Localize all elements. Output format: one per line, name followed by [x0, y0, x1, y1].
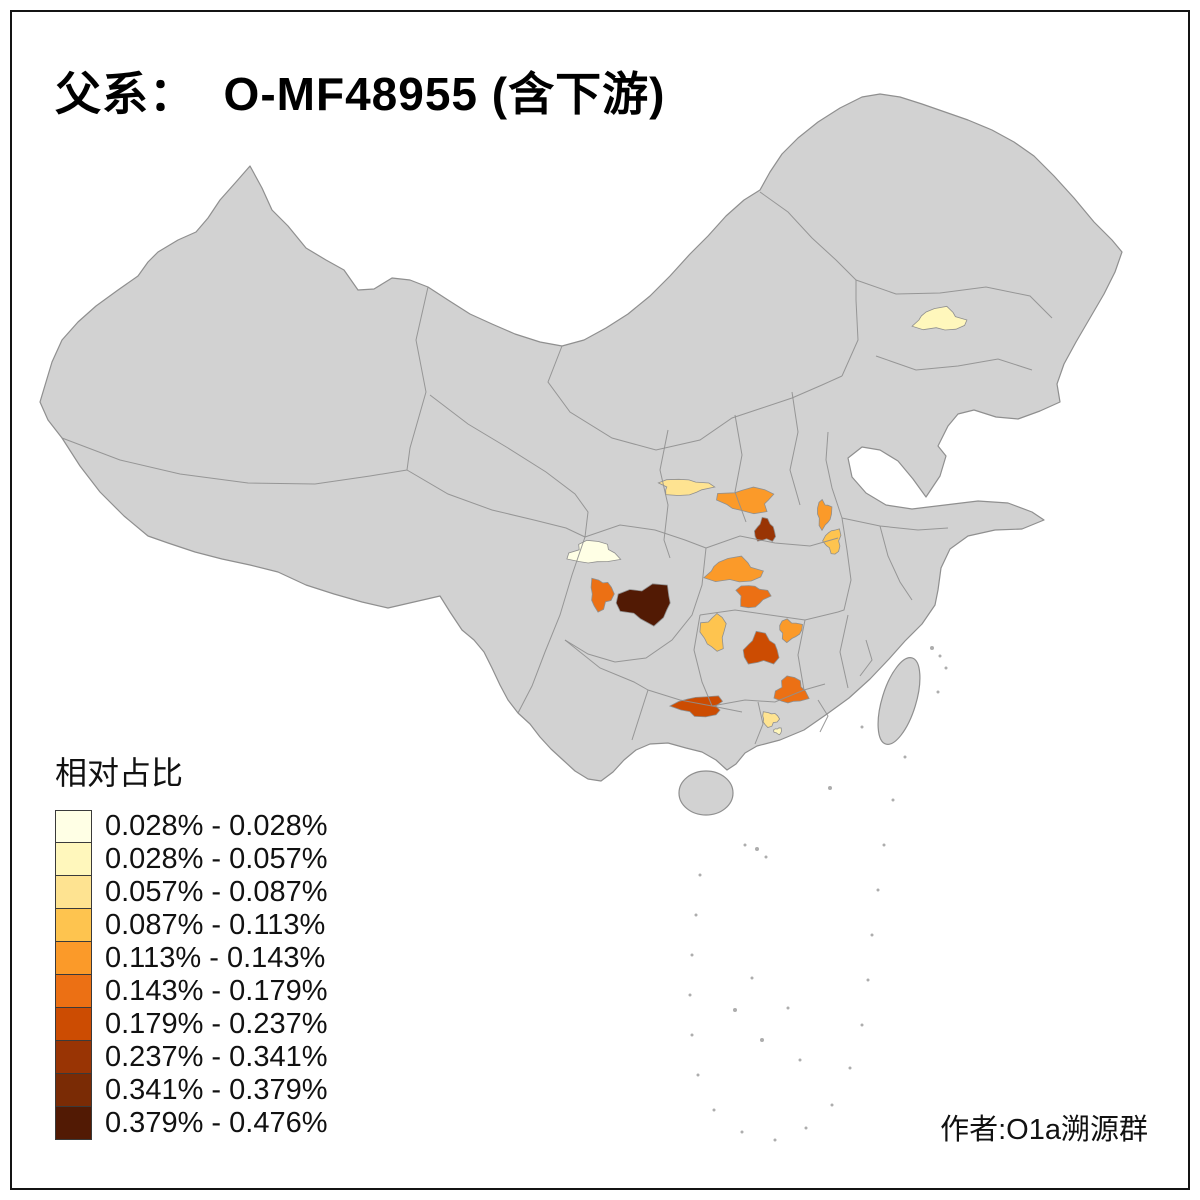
region-delta-islet [773, 727, 783, 736]
legend-swatch [55, 876, 92, 909]
region-north-guangdong [773, 675, 810, 704]
region-chengdu-plain [566, 539, 622, 564]
region-xiangyang-area [753, 516, 777, 542]
legend-item: 0.341% - 0.379% [55, 1074, 327, 1107]
legend-item: 0.057% - 0.087% [55, 876, 327, 909]
taiwan-island [877, 657, 921, 745]
region-north-guangxi [668, 695, 724, 718]
legend-items: 0.028% - 0.028% 0.028% - 0.057% 0.057% - 0… [55, 810, 327, 1140]
legend-label: 0.028% - 0.057% [105, 843, 328, 875]
legend-swatch [55, 975, 92, 1008]
legend-swatch [55, 1041, 92, 1074]
legend-label: 0.143% - 0.179% [105, 975, 328, 1007]
page-title: 父系： O-MF48955 (含下游) [55, 68, 666, 120]
legend-label: 0.113% - 0.143% [105, 942, 326, 974]
legend-label: 0.379% - 0.476% [105, 1107, 328, 1139]
legend-label: 0.237% - 0.341% [105, 1041, 328, 1073]
legend-item: 0.028% - 0.028% [55, 810, 327, 843]
sea-islands [688, 646, 948, 1142]
legend-swatch [55, 843, 92, 876]
legend-item: 0.237% - 0.341% [55, 1041, 327, 1074]
region-west-hunan [699, 612, 727, 652]
attribution: 作者:O1a溯源群 [940, 1114, 1148, 1146]
region-jilin-central [911, 305, 968, 331]
legend-swatch [55, 810, 92, 843]
region-west-hubei [703, 555, 764, 583]
legend-swatch [55, 1008, 92, 1041]
legend-title: 相对占比 [55, 755, 184, 791]
legend-label: 0.028% - 0.028% [105, 810, 328, 842]
legend-item: 0.179% - 0.237% [55, 1008, 327, 1041]
region-luzhou-chongqing [615, 583, 671, 627]
legend: 相对占比 0.028% - 0.028% 0.028% - 0.057% 0.057… [55, 748, 327, 1140]
legend-item: 0.379% - 0.476% [55, 1107, 327, 1140]
legend-swatch [55, 942, 92, 975]
legend-label: 0.087% - 0.113% [105, 909, 326, 941]
legend-swatch [55, 1074, 92, 1107]
region-south-shaanxi [657, 478, 716, 496]
hainan-island [678, 770, 734, 816]
province-borders [61, 191, 1053, 745]
legend-item: 0.087% - 0.113% [55, 909, 327, 942]
legend-label: 0.341% - 0.379% [105, 1074, 328, 1106]
legend-item: 0.113% - 0.143% [55, 942, 327, 975]
region-west-jiangxi [779, 618, 803, 644]
region-pearl-delta [762, 711, 781, 728]
china-mainland [39, 93, 1123, 782]
region-south-sichuan [590, 577, 615, 613]
region-east-henan-north [817, 498, 833, 532]
legend-swatch [55, 1107, 92, 1140]
highlighted-regions [566, 305, 968, 736]
region-east-henan-south [822, 528, 842, 555]
legend-label: 0.057% - 0.087% [105, 876, 328, 908]
region-northwest-hubei [716, 486, 775, 515]
legend-label: 0.179% - 0.237% [105, 1008, 328, 1040]
legend-swatch [55, 909, 92, 942]
region-central-south-hunan [742, 630, 780, 665]
legend-item: 0.028% - 0.057% [55, 843, 327, 876]
region-north-hunan [735, 585, 772, 609]
legend-item: 0.143% - 0.179% [55, 975, 327, 1008]
